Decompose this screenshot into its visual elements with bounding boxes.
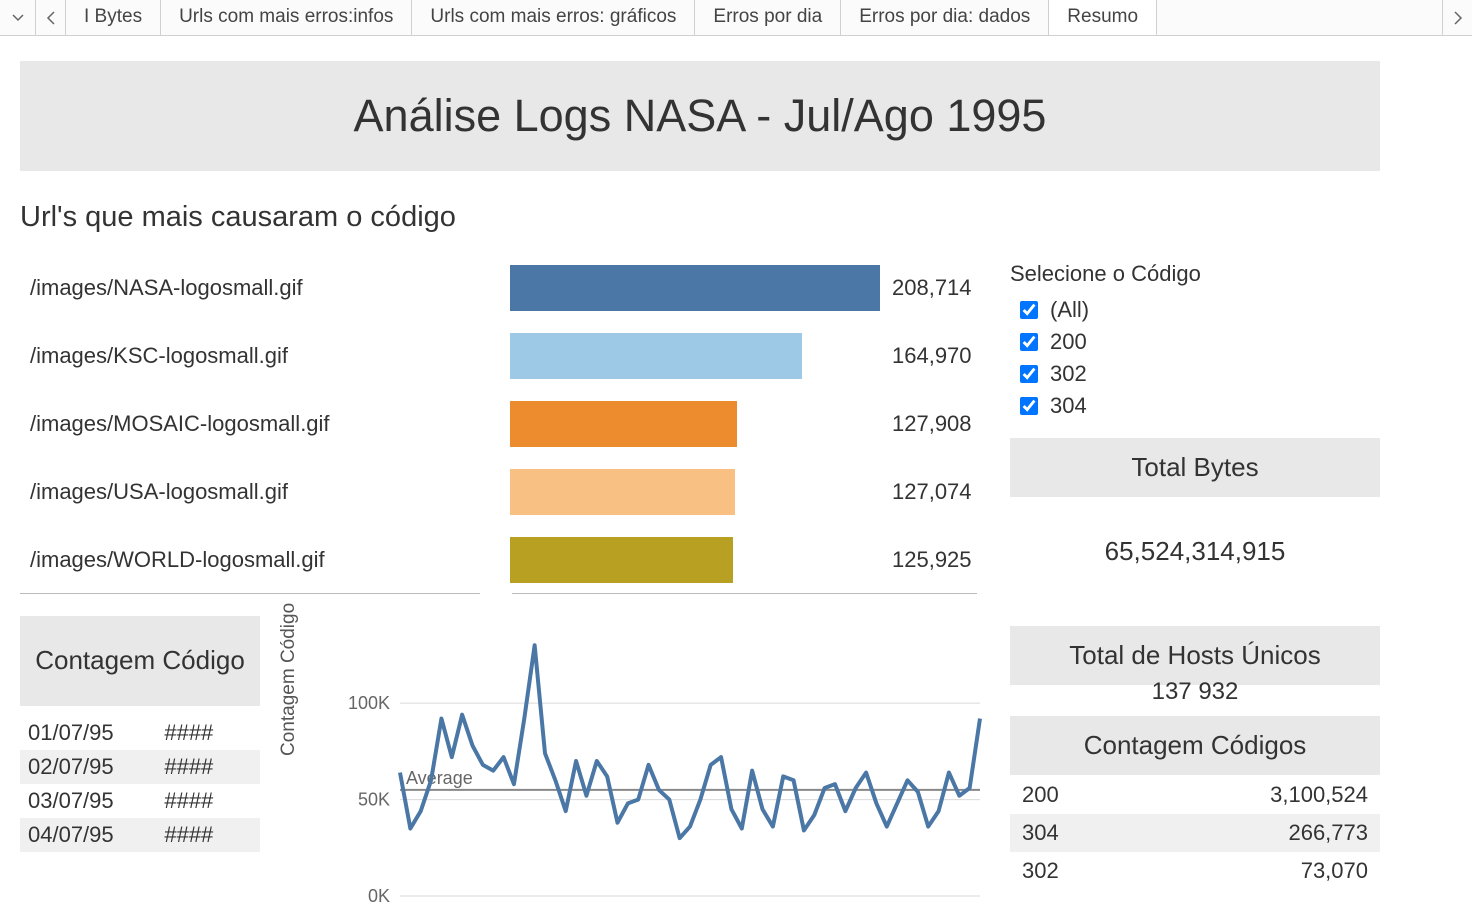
filter-checkbox[interactable] (1020, 301, 1038, 319)
bar-row[interactable]: /images/NASA-logosmall.gif 208,714 (20, 254, 990, 322)
bar-label: /images/MOSAIC-logosmall.gif (20, 411, 510, 437)
code-count-row[interactable]: 200 3,100,524 (1010, 776, 1380, 814)
count-cell: 73,070 (1301, 858, 1368, 884)
code-cell: 200 (1022, 782, 1059, 808)
date-cell: 03/07/95 (28, 788, 164, 814)
filter-option-label: 200 (1050, 329, 1087, 355)
value-cell: #### (164, 788, 252, 814)
value-cell: #### (164, 754, 252, 780)
daily-row[interactable]: 02/07/95#### (20, 750, 260, 784)
filter-title: Selecione o Código (1010, 261, 1380, 287)
chevron-left-icon (46, 11, 56, 25)
bar-track (510, 469, 880, 515)
bar-value: 164,970 (892, 343, 972, 369)
tab-urls-com-mais-erros-infos[interactable]: Urls com mais erros:infos (161, 0, 412, 35)
filter-option-302[interactable]: 302 (1020, 361, 1380, 387)
code-filter-panel: Selecione o Código (All) 200 302 304 (1010, 261, 1380, 425)
dashboard-title-bar: Análise Logs NASA - Jul/Ago 1995 (20, 61, 1380, 171)
bar-fill (510, 333, 802, 379)
bar-row[interactable]: /images/KSC-logosmall.gif 164,970 (20, 322, 990, 390)
bar-fill (510, 265, 880, 311)
daily-table-header: Contagem Código (20, 616, 260, 706)
kpi-code-counts-header: Contagem Códigos (1010, 716, 1380, 775)
bar-row[interactable]: /images/USA-logosmall.gif 127,074 (20, 458, 990, 526)
code-count-row[interactable]: 304 266,773 (1010, 814, 1380, 852)
tab-resumo[interactable]: Resumo (1049, 0, 1157, 35)
bar-value: 127,074 (892, 479, 972, 505)
bar-label: /images/WORLD-logosmall.gif (20, 547, 510, 573)
chevron-down-icon (12, 14, 24, 22)
tab-erros-por-dia-dados[interactable]: Erros por dia: dados (841, 0, 1049, 35)
bar-track (510, 537, 880, 583)
value-cell: #### (164, 822, 252, 848)
date-cell: 04/07/95 (28, 822, 164, 848)
bar-track (510, 333, 880, 379)
daily-line-chart: Contagem Código 0K50K100KAverage (290, 616, 990, 906)
y-tick-label: 50K (358, 790, 390, 810)
tab-erros-por-dia[interactable]: Erros por dia (695, 0, 841, 35)
code-cell: 302 (1022, 858, 1059, 884)
line-series (400, 645, 980, 838)
count-cell: 266,773 (1288, 820, 1368, 846)
filter-option-label: (All) (1050, 297, 1089, 323)
chevron-right-icon (1453, 11, 1463, 25)
count-cell: 3,100,524 (1270, 782, 1368, 808)
bar-value: 127,908 (892, 411, 972, 437)
bar-label: /images/USA-logosmall.gif (20, 479, 510, 505)
bar-row[interactable]: /images/MOSAIC-logosmall.gif 127,908 (20, 390, 990, 458)
code-cell: 304 (1022, 820, 1059, 846)
bar-chart-title: Url's que mais causaram o código (20, 201, 456, 234)
dashboard-title: Análise Logs NASA - Jul/Ago 1995 (354, 90, 1047, 142)
filter-checkbox[interactable] (1020, 333, 1038, 351)
bar-label: /images/KSC-logosmall.gif (20, 343, 510, 369)
bar-value: 125,925 (892, 547, 972, 573)
bar-fill (510, 537, 733, 583)
daily-row[interactable]: 01/07/95#### (20, 716, 260, 750)
daily-row[interactable]: 03/07/95#### (20, 784, 260, 818)
kpi-unique-hosts-value: 137 932 (1010, 678, 1380, 706)
filter-option-200[interactable]: 200 (1020, 329, 1380, 355)
top-urls-bar-chart: /images/NASA-logosmall.gif 208,714/images… (20, 254, 990, 594)
value-cell: #### (164, 720, 252, 746)
tab-strip: I BytesUrls com mais erros:infosUrls com… (0, 0, 1472, 36)
dashboard-canvas: Análise Logs NASA - Jul/Ago 1995 Url's q… (0, 36, 1472, 908)
code-count-row[interactable]: 302 73,070 (1010, 852, 1380, 890)
y-tick-label: 0K (368, 886, 390, 906)
bar-value: 208,714 (892, 275, 972, 301)
date-cell: 01/07/95 (28, 720, 164, 746)
kpi-total-bytes-header: Total Bytes (1010, 438, 1380, 497)
divider (512, 593, 977, 594)
tab-scroll-right-button[interactable] (1442, 0, 1472, 35)
daily-table-title: Contagem Código (35, 644, 245, 678)
daily-row[interactable]: 04/07/95#### (20, 818, 260, 852)
daily-counts-table: 01/07/95####02/07/95####03/07/95####04/0… (20, 716, 260, 852)
bar-row[interactable]: /images/WORLD-logosmall.gif 125,925 (20, 526, 990, 594)
line-chart-svg: 0K 50K 100K Average (290, 616, 990, 906)
y-tick-label: 100K (348, 693, 390, 713)
bar-fill (510, 469, 735, 515)
divider (20, 593, 480, 594)
filter-option-label: 302 (1050, 361, 1087, 387)
date-cell: 02/07/95 (28, 754, 164, 780)
filter-checkbox[interactable] (1020, 397, 1038, 415)
tab-menu-dropdown[interactable] (0, 0, 36, 35)
filter-checkbox[interactable] (1020, 365, 1038, 383)
bar-track (510, 265, 880, 311)
kpi-unique-hosts-header: Total de Hosts Únicos (1010, 626, 1380, 685)
filter-option-label: 304 (1050, 393, 1087, 419)
tab-urls-com-mais-erros-gr-ficos[interactable]: Urls com mais erros: gráficos (412, 0, 695, 35)
average-label: Average (406, 768, 473, 788)
tab-scroll-left-button[interactable] (36, 0, 66, 35)
bar-label: /images/NASA-logosmall.gif (20, 275, 510, 301)
tab-i-bytes[interactable]: I Bytes (66, 0, 161, 35)
bar-fill (510, 401, 737, 447)
filter-option-all[interactable]: (All) (1020, 297, 1380, 323)
filter-option-304[interactable]: 304 (1020, 393, 1380, 419)
kpi-total-bytes-value: 65,524,314,915 (1010, 536, 1380, 567)
line-chart-y-label: Contagem Código (278, 603, 300, 756)
code-counts-table: 200 3,100,524 304 266,773 302 73,070 (1010, 776, 1380, 890)
bar-track (510, 401, 880, 447)
